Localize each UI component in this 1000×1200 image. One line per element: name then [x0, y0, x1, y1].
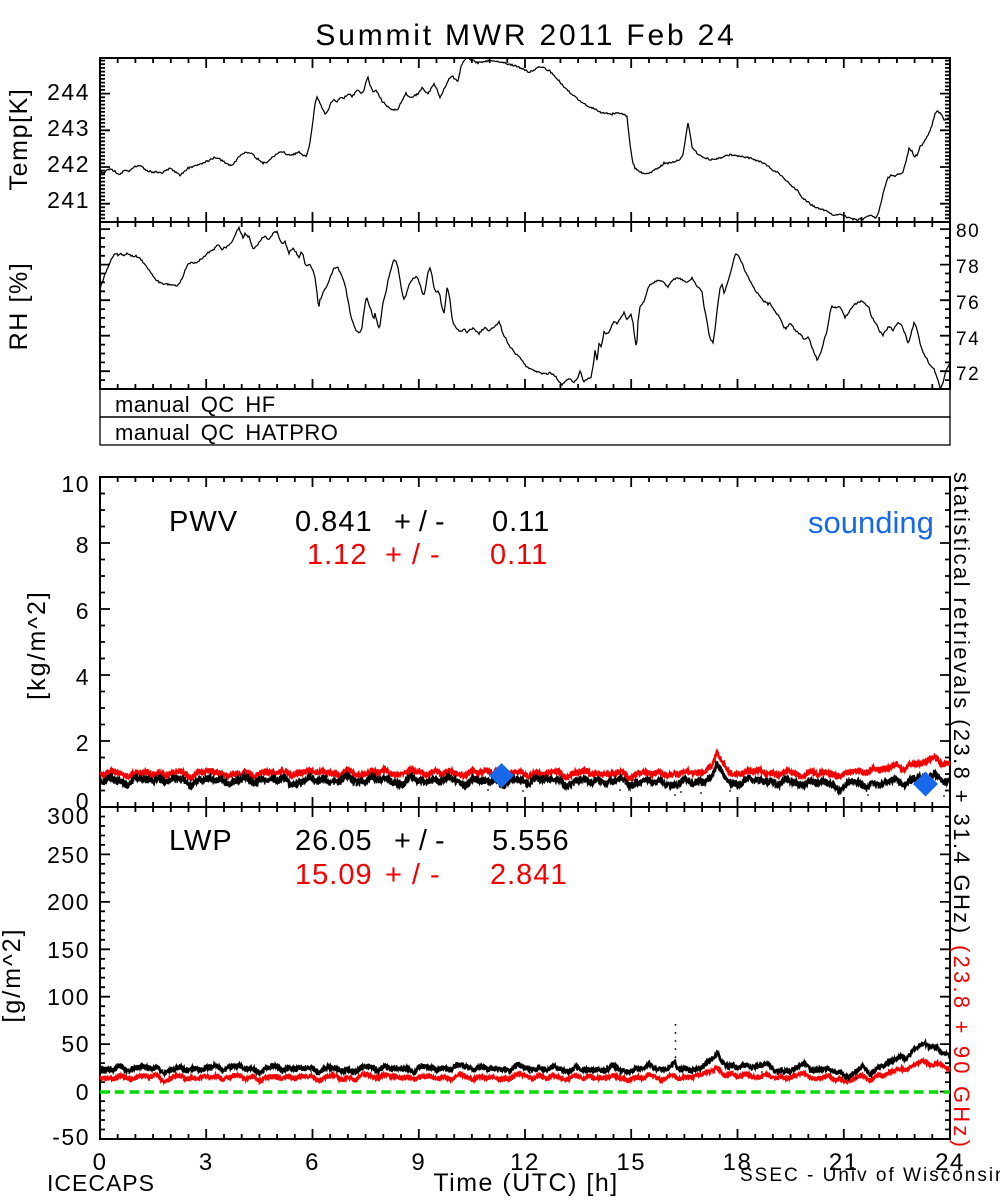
svg-text:sounding: sounding [808, 505, 934, 540]
svg-text:21: 21 [829, 1149, 859, 1176]
svg-text:0.841: 0.841 [295, 506, 373, 538]
svg-text:LWP: LWP [169, 825, 233, 857]
svg-text:0: 0 [93, 1149, 108, 1176]
svg-text:3: 3 [199, 1149, 214, 1176]
svg-text:5.556: 5.556 [492, 825, 570, 857]
svg-text:0: 0 [76, 788, 90, 814]
svg-text:1.12: 1.12 [307, 539, 367, 571]
svg-text:statistical retrievals (23.8 +: statistical retrievals (23.8 + 31.4 GHz) [949, 472, 974, 935]
svg-text:0.11: 0.11 [490, 539, 548, 571]
svg-text:241: 241 [47, 187, 90, 213]
svg-text:+/-: +/- [385, 859, 450, 891]
svg-text:200: 200 [47, 889, 90, 915]
svg-text:6: 6 [76, 598, 90, 624]
svg-text:243: 243 [47, 115, 90, 141]
svg-text:78: 78 [956, 257, 980, 278]
svg-text:+/-: +/- [385, 539, 450, 571]
svg-text:PWV: PWV [169, 506, 238, 538]
svg-text:8: 8 [76, 532, 90, 558]
svg-text:24: 24 [935, 1149, 965, 1176]
svg-text:SSEC - Univ of Wisconsin: SSEC - Univ of Wisconsin [740, 1165, 1000, 1186]
svg-text:76: 76 [956, 293, 980, 314]
svg-text:100: 100 [47, 984, 90, 1010]
svg-text:+/-: +/- [394, 825, 453, 857]
svg-text:ICECAPS: ICECAPS [47, 1170, 155, 1196]
svg-text:12: 12 [510, 1149, 540, 1176]
svg-text:manual QC HF: manual QC HF [115, 392, 276, 417]
svg-text:50: 50 [61, 1031, 90, 1057]
svg-text:9: 9 [411, 1149, 426, 1176]
svg-text:10: 10 [61, 471, 90, 497]
svg-text:Time (UTC) [h]: Time (UTC) [h] [433, 1169, 618, 1197]
svg-text:+/-: +/- [394, 506, 453, 538]
svg-text:80: 80 [956, 221, 980, 242]
svg-text:72: 72 [956, 364, 980, 385]
svg-text:244: 244 [47, 79, 90, 105]
svg-text:18: 18 [723, 1149, 753, 1176]
svg-text:6: 6 [305, 1149, 320, 1176]
svg-text:2: 2 [76, 730, 90, 756]
svg-text:15.09: 15.09 [295, 859, 373, 891]
svg-text:manual QC HATPRO: manual QC HATPRO [115, 420, 338, 445]
svg-text:26.05: 26.05 [295, 825, 373, 857]
svg-text:250: 250 [47, 842, 90, 868]
svg-text:4: 4 [76, 664, 90, 690]
svg-text:0: 0 [76, 1079, 90, 1105]
svg-text:74: 74 [956, 329, 980, 350]
svg-text:0.11: 0.11 [492, 506, 550, 538]
svg-text:-50: -50 [52, 1124, 90, 1150]
svg-text:RH [%]: RH [%] [5, 262, 33, 351]
svg-text:150: 150 [47, 937, 90, 963]
svg-text:Temp[K]: Temp[K] [5, 88, 33, 191]
svg-text:15: 15 [616, 1149, 646, 1176]
svg-text:[g/m^2]: [g/m^2] [0, 927, 26, 1022]
svg-text:[kg/m^2]: [kg/m^2] [23, 590, 51, 700]
svg-text:(23.8 + 90 GHz): (23.8 + 90 GHz) [949, 945, 974, 1150]
svg-text:300: 300 [47, 803, 90, 829]
svg-text:2.841: 2.841 [490, 859, 568, 891]
svg-text:242: 242 [47, 151, 90, 177]
svg-text:Summit MWR 2011 Feb 24: Summit MWR 2011 Feb 24 [315, 19, 736, 52]
